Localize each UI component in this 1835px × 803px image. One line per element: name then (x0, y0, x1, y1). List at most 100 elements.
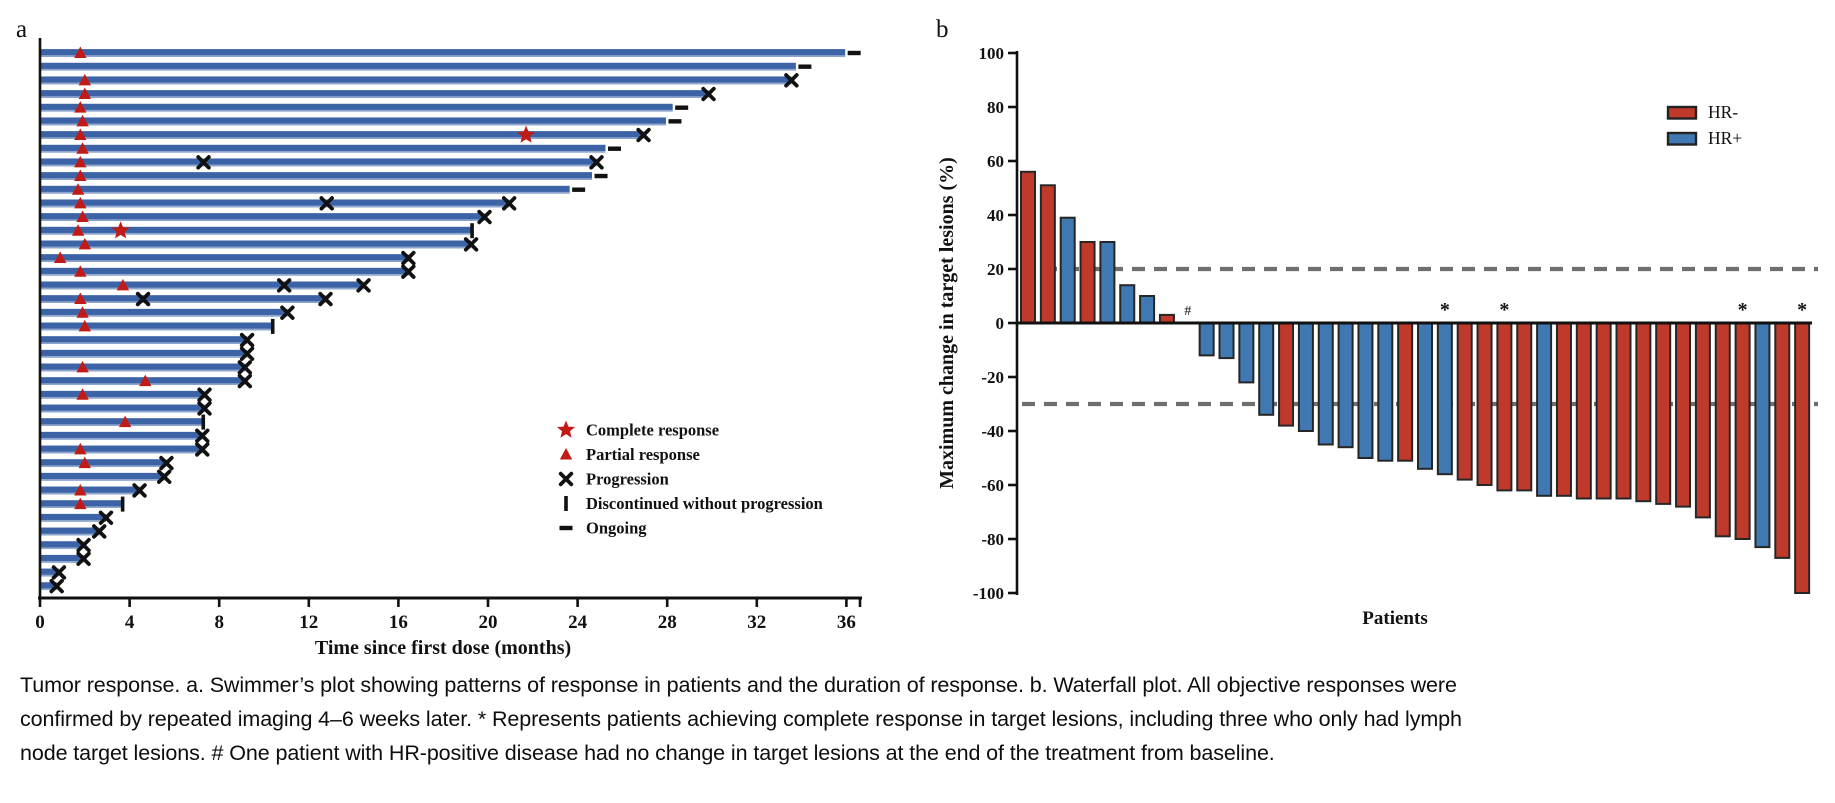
swimmer-bar (41, 513, 106, 522)
swimmer-bar-highlight (41, 191, 570, 194)
partial-response-icon (74, 483, 87, 496)
waterfall-bar (1317, 322, 1334, 446)
swimmer-x-tick-label: 28 (658, 612, 677, 633)
waterfall-bar (1198, 322, 1215, 357)
swimmer-bar-highlight (41, 109, 673, 112)
waterfall-x-axis-title: Patients (1362, 608, 1427, 629)
partial-response-icon (74, 155, 87, 168)
swimmer-x-tick-label: 32 (747, 612, 766, 633)
waterfall-bar (1119, 284, 1136, 325)
waterfall-bar (1436, 322, 1453, 476)
waterfall-bar (1655, 322, 1672, 505)
swimmer-bar-highlight (41, 55, 846, 57)
waterfall-bar (1258, 322, 1275, 416)
swimmer-x-tick-label: 16 (389, 612, 408, 633)
partial-response-icon (139, 374, 152, 387)
partial-response-icon (74, 169, 87, 182)
partial-response-icon (74, 265, 87, 277)
complete-response-asterisk: * (1440, 299, 1450, 321)
swimmer-bar-highlight (41, 547, 84, 550)
waterfall-bar (1218, 322, 1235, 360)
discontinued-icon (470, 223, 474, 239)
swimmer-bar-highlight (41, 560, 84, 563)
swimmer-bar-highlight (41, 178, 593, 180)
discontinued-icon (201, 414, 206, 430)
swimmer-bar (41, 226, 472, 235)
progression-icon (280, 305, 295, 320)
ongoing-icon (847, 50, 861, 56)
waterfall-bar (1377, 322, 1394, 462)
waterfall-bar (1734, 322, 1751, 540)
complete-response-asterisk: * (1738, 299, 1748, 321)
ongoing-icon (594, 173, 608, 179)
waterfall-bar (1496, 322, 1513, 492)
partial-response-icon (76, 306, 89, 318)
waterfall-y-tick-label: -60 (981, 476, 1004, 495)
swimmer-bar (41, 213, 485, 221)
progression-icon (463, 237, 479, 252)
swimmer-bar-highlight (41, 396, 205, 399)
partial-response-icon (74, 196, 87, 209)
waterfall-y-tick-label: 60 (987, 152, 1004, 171)
swimmer-bar-highlight (41, 246, 472, 249)
ongoing-icon (559, 525, 573, 531)
swimmer-bar (41, 185, 570, 194)
swimmer-bar-highlight (41, 451, 203, 454)
swimmer-legend-label: Partial response (586, 445, 700, 464)
waterfall-bar (1297, 322, 1314, 432)
partial-response-icon (78, 237, 91, 250)
swimmer-bar-highlight (41, 232, 472, 235)
waterfall-bar (1020, 170, 1036, 324)
progression-icon (318, 291, 333, 307)
swimmer-bar (41, 390, 205, 399)
discontinued-icon (564, 496, 568, 511)
complete-response-asterisk: * (1499, 299, 1509, 321)
partial-response-icon (71, 224, 85, 236)
waterfall-bar (1595, 322, 1612, 500)
partial-response-icon (74, 101, 87, 113)
partial-response-icon (71, 183, 85, 195)
swimmer-bar-highlight (41, 342, 248, 344)
progression-icon (356, 278, 371, 293)
swimmer-bar-highlight (41, 287, 364, 290)
swimmer-bar (41, 144, 606, 153)
waterfall-bar (1555, 322, 1572, 497)
ongoing-icon (572, 187, 586, 192)
swimmer-bar (41, 404, 205, 413)
swimmer-bar-highlight (41, 205, 510, 208)
swimmer-bar-highlight (41, 82, 792, 85)
waterfall-bar (1059, 216, 1076, 324)
waterfall-bar (1794, 322, 1811, 594)
figure-caption: Tumor response. a. Swimmer’s plot showin… (20, 668, 1815, 770)
partial-response-icon (78, 319, 91, 332)
progression-icon (159, 455, 174, 471)
swimmer-bar-highlight (41, 68, 796, 71)
progression-icon (401, 264, 416, 279)
swimmer-bar-highlight (41, 328, 272, 331)
swimmer-bar-highlight (41, 574, 59, 577)
swimmer-bar-highlight (41, 437, 203, 440)
swimmer-bar (41, 295, 326, 303)
swimmer-bar-highlight (41, 164, 597, 167)
swimmer-legend-label: Discontinued without progression (586, 494, 823, 513)
progression-icon (157, 469, 172, 484)
swimmer-bar-highlight (41, 533, 100, 536)
progression-icon (501, 196, 517, 211)
waterfall-bar (1357, 322, 1374, 459)
partial-response-icon (78, 456, 91, 469)
swimmer-bar (41, 117, 666, 126)
swimmer-legend-label: Complete response (586, 421, 719, 440)
no-change-hash: # (1184, 304, 1191, 319)
waterfall-bar (1397, 322, 1414, 462)
swimmer-bar-highlight (41, 137, 644, 139)
swimmer-bar (41, 281, 364, 290)
progression-icon (132, 483, 147, 498)
waterfall-y-tick-label: -80 (981, 530, 1004, 549)
swimmer-legend-label: Progression (586, 470, 669, 489)
swimmer-bar (41, 541, 84, 550)
waterfall-legend-swatch (1666, 131, 1698, 146)
swimmer-bar-highlight (41, 219, 485, 221)
ongoing-icon (668, 119, 682, 124)
complete-response-icon (111, 221, 130, 239)
waterfall-y-tick-label: 20 (987, 260, 1004, 279)
